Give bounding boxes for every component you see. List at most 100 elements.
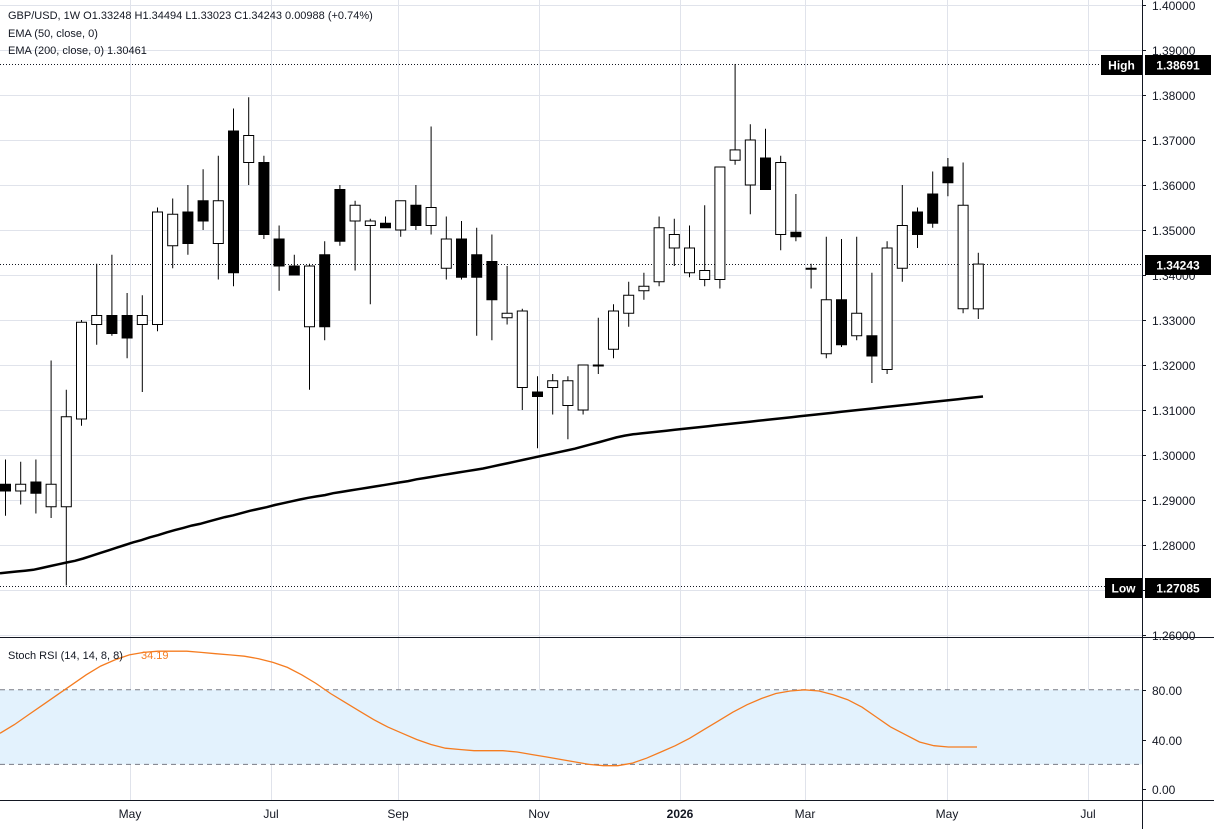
candle (486, 234, 498, 341)
candle-body (562, 380, 574, 406)
high-tag-label-bg (1101, 55, 1142, 75)
legend-ema50[interactable]: EMA (50, close, 0) (8, 28, 98, 40)
time-tick-label: 2026 (667, 807, 694, 821)
candle (927, 171, 939, 228)
time-tick-label: Nov (528, 807, 549, 821)
candle (121, 293, 133, 359)
candle (972, 252, 984, 319)
legend-ema200[interactable]: EMA (200, close, 0) 1.30461 (8, 45, 147, 57)
time-axis[interactable]: May Jul Sep Nov 2026 Mar May Jul (119, 807, 1096, 821)
candle-body (744, 139, 756, 186)
candle-body (851, 312, 863, 337)
price-tick-label: 1.32000 (1152, 359, 1196, 373)
candle (532, 376, 543, 449)
price-tick-label: 1.39000 (1152, 44, 1196, 58)
candle (820, 236, 832, 359)
candle (562, 376, 574, 440)
candle (395, 200, 407, 237)
candle-body (304, 265, 315, 328)
candle (942, 158, 954, 197)
candle (152, 207, 163, 332)
candle (212, 155, 224, 280)
candle-body (60, 416, 72, 508)
candle (714, 166, 726, 289)
candle-body (319, 254, 331, 328)
stoch-legend-label[interactable]: Stoch RSI (14, 14, 8, 8) (8, 650, 123, 662)
price-tick-label: 1.30000 (1152, 449, 1196, 463)
time-tick-label: May (119, 807, 142, 821)
candle-body (547, 380, 559, 388)
candle-body (927, 193, 939, 224)
candle-body (516, 310, 528, 388)
candle-body (805, 267, 817, 270)
time-tick-label: May (936, 807, 959, 821)
candle-body (653, 227, 665, 283)
candle-body (623, 294, 635, 314)
candle-body (76, 321, 87, 420)
price-tick-label: 1.33000 (1152, 314, 1196, 328)
price-axis[interactable]: 1.260001.270001.280001.290001.300001.310… (1142, 0, 1196, 643)
stoch-legend: Stoch RSI (14, 14, 8, 8) 34.19 (8, 650, 169, 662)
candle (547, 374, 559, 415)
high-tag-value-bg (1145, 55, 1211, 75)
candle-body (228, 130, 239, 274)
candle-body (592, 364, 604, 367)
candle (425, 126, 437, 235)
candle (0, 459, 11, 516)
price-tick-label: 1.28000 (1152, 539, 1196, 553)
stoch-axis[interactable]: 0.00 40.00 80.00 (1142, 684, 1182, 797)
candle-body (972, 263, 984, 310)
candle (836, 239, 847, 347)
candle-body (440, 238, 452, 269)
price-tick-label: 1.35000 (1152, 224, 1196, 238)
candle (608, 304, 619, 359)
candle-body (243, 135, 255, 163)
high-tag-value: 1.38691 (1156, 59, 1200, 73)
price-tick-label: 1.29000 (1152, 494, 1196, 508)
candle-body (729, 149, 741, 161)
low-tag-value: 1.27085 (1156, 582, 1200, 596)
candle-body (121, 315, 133, 339)
grid-lines (0, 0, 1142, 800)
candle-body (334, 189, 346, 242)
candle (471, 227, 483, 336)
candle (851, 236, 863, 341)
candle-body (182, 211, 194, 244)
candle-body (760, 157, 771, 190)
last-price-tag-bg (1145, 255, 1211, 275)
candle (775, 155, 787, 251)
time-tick-label: Jul (1080, 807, 1095, 821)
candle-body (836, 299, 847, 346)
candle (410, 185, 422, 230)
candle-body (380, 222, 391, 229)
candle-body (881, 247, 893, 370)
candle-body (942, 166, 954, 184)
time-tick-label: Mar (795, 807, 816, 821)
low-tag-label-bg (1105, 578, 1142, 598)
candle (30, 459, 42, 514)
low-tag-value-bg (1145, 578, 1211, 598)
candle (243, 97, 255, 185)
candle-body (668, 234, 680, 249)
last-price-tag-value: 1.34243 (1156, 259, 1200, 273)
candle (684, 225, 695, 278)
candle (957, 162, 969, 314)
candle (760, 128, 771, 190)
candle (668, 218, 680, 266)
candles (0, 63, 984, 586)
candle (440, 216, 452, 280)
stoch-band-fill (0, 689, 1142, 765)
stoch-rsi-line (0, 650, 977, 767)
candle-body (501, 312, 513, 319)
legend-main[interactable]: GBP/USD, 1W O1.33248 H1.34494 L1.33023 C… (8, 10, 373, 22)
price-tick-label: 1.38000 (1152, 89, 1196, 103)
candle-body (714, 166, 726, 280)
candle (501, 266, 513, 325)
candle-body (197, 200, 209, 222)
candle (288, 254, 300, 276)
candle-body (212, 200, 224, 244)
candle (60, 389, 72, 586)
candle (228, 108, 239, 287)
candle-body (364, 220, 376, 226)
